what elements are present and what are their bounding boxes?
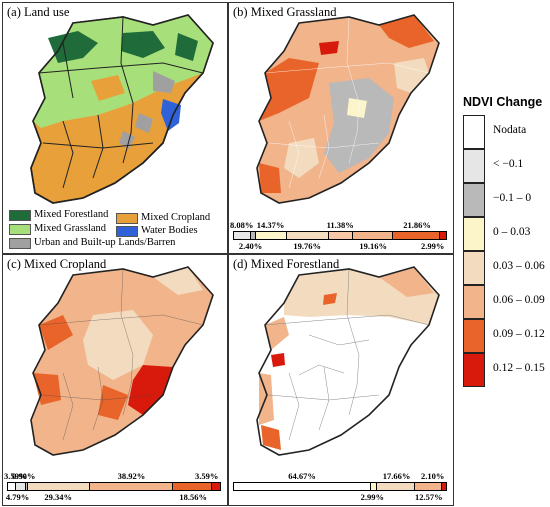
share-percent-label: 3.59% — [195, 471, 219, 481]
share-percent-label: 19.76% — [293, 241, 321, 251]
share-bar-segment — [15, 483, 26, 490]
share-bar-segment — [393, 232, 440, 239]
panel-mixed-forestland: (d) Mixed Forestland 64.67% 2.99% 17.66% 12… — [228, 254, 454, 506]
share-bar-segment — [8, 483, 16, 490]
legend-label: Water Bodies — [141, 225, 198, 236]
share-bar-segment — [251, 232, 257, 239]
legend-swatch — [463, 149, 485, 183]
legend-class-label: 0.03 – 0.06 — [493, 260, 545, 272]
panel-a-title: (a) Land use — [7, 5, 70, 19]
swatch-forestland — [9, 209, 31, 221]
share-percent-label: 17.66% — [382, 471, 411, 481]
share-bar-segment — [256, 232, 287, 239]
share-percent-label: 64.67% — [288, 471, 316, 481]
share-percent-label: 2.10% — [421, 471, 445, 481]
share-bar-grassland: 8.08% 2.40% 14.37% 19.76% 11.38% 19.16% 21.86%… — [229, 220, 453, 251]
swatch-grassland — [9, 223, 31, 235]
legend-item-urban: Urban and Built-up Lands/Barren — [9, 237, 175, 249]
share-bar-segment — [286, 232, 329, 239]
legend-title: NDVI Change — [463, 95, 543, 109]
share-bar-segment — [90, 483, 173, 490]
panel-mixed-cropland: (c) Mixed Cropland 3.59% 4.79% 0.90% 29.34%… — [2, 254, 228, 506]
share-bar-segment — [25, 483, 28, 490]
share-percent-label: 19.16% — [359, 241, 387, 251]
share-percent-label: 11.38% — [326, 220, 354, 230]
panel-d-title: (d) Mixed Forestland — [233, 257, 340, 271]
land-use-map — [30, 14, 214, 204]
share-percent-label: 12.57% — [415, 492, 443, 502]
share-bar-segment — [414, 483, 442, 490]
share-percent-label: 2.40% — [238, 241, 263, 251]
legend-swatch — [463, 353, 485, 387]
share-bar-segment — [172, 483, 213, 490]
legend-class-label: −0.1 – 0 — [493, 192, 532, 204]
legend-item-cropland: Mixed Cropland — [116, 212, 210, 224]
cropland-ndvi-map — [30, 266, 214, 456]
legend-swatch — [463, 217, 485, 251]
legend-item-water: Water Bodies — [116, 225, 198, 237]
panel-mixed-grassland: (b) Mixed Grassland 8.08% 2.40% 14.37% 19.7… — [228, 2, 454, 254]
legend-swatch — [463, 183, 485, 217]
share-percent-label: 0.90% — [11, 471, 36, 481]
legend-swatch — [463, 285, 485, 319]
legend-class-label: 0.06 – 0.09 — [493, 294, 545, 306]
legend-swatch — [463, 251, 485, 285]
share-bar-segment — [328, 232, 353, 239]
legend-item-forestland: Mixed Forestland — [9, 209, 108, 221]
swatch-water — [116, 225, 138, 237]
panel-c-title: (c) Mixed Cropland — [7, 257, 107, 271]
share-bar-segment — [27, 483, 91, 490]
legend-label: Mixed Forestland — [34, 209, 109, 220]
share-bar-segment — [439, 232, 446, 239]
share-percent-label: 4.79% — [5, 492, 30, 502]
share-percent-label: 29.34% — [44, 492, 73, 502]
share-bar — [7, 482, 221, 491]
share-bar-segment — [371, 483, 378, 490]
share-percent-label: 14.37% — [256, 220, 285, 230]
legend-class-label: 0.12 – 0.15 — [493, 362, 545, 374]
forestland-ndvi-map — [256, 266, 440, 456]
legend-item-grassland: Mixed Grassland — [9, 223, 106, 235]
legend-class-label: Nodata — [493, 124, 527, 136]
share-bar — [233, 482, 447, 491]
grassland-ndvi-map — [256, 14, 440, 204]
legend-label: Urban and Built-up Lands/Barren — [34, 237, 176, 248]
share-percent-label: 8.08% — [230, 220, 254, 230]
legend-label: Mixed Cropland — [141, 212, 211, 223]
share-bar-segment — [377, 483, 415, 490]
legend-swatch — [463, 115, 485, 149]
swatch-urban — [9, 237, 31, 249]
panel-b-title: (b) Mixed Grassland — [233, 5, 337, 19]
legend-class-label: 0.09 – 0.12 — [493, 328, 545, 340]
share-bar — [233, 231, 447, 240]
share-bar-segment — [212, 483, 220, 490]
share-bar-segment — [352, 232, 394, 239]
share-percent-label: 2.99% — [421, 241, 445, 251]
share-percent-label: 18.56% — [179, 492, 207, 502]
share-percent-label: 3.59% — [4, 471, 28, 481]
share-percent-label: 2.99% — [360, 492, 384, 502]
share-bar-segment — [234, 483, 372, 490]
legend-class-label: 0 – 0.03 — [493, 226, 531, 238]
share-bar-segment — [234, 232, 252, 239]
share-bar-cropland: 3.59% 4.79% 0.90% 29.34% 38.92% 18.56% 3.59% — [3, 471, 227, 503]
legend-label: Mixed Grassland — [34, 223, 107, 234]
legend-class-label: < −0.1 — [493, 158, 524, 170]
share-bar-forestland: 64.67% 2.99% 17.66% 12.57% 2.10% — [229, 471, 453, 503]
panel-land-use: (a) Land use Mixed Forestland Mixed Crop… — [2, 2, 228, 254]
share-percent-label: 38.92% — [117, 471, 146, 481]
legend-swatch — [463, 319, 485, 353]
share-percent-label: 21.86% — [403, 220, 431, 230]
share-bar-segment — [441, 483, 446, 490]
swatch-cropland — [116, 212, 138, 224]
